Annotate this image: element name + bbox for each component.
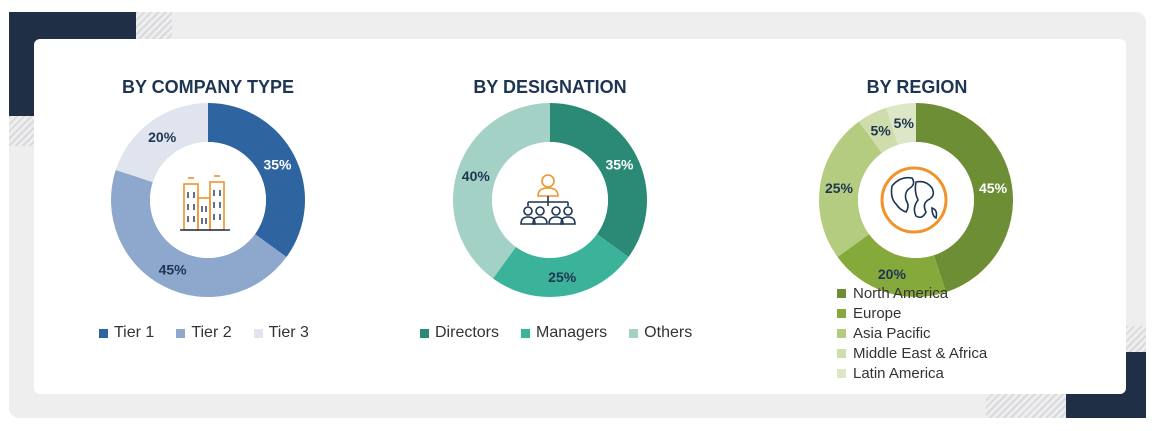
legend-swatch <box>837 368 846 378</box>
donut-slice-directors <box>550 103 647 258</box>
legend-item: Directors <box>420 324 499 342</box>
region-title: BY REGION <box>866 77 968 97</box>
legend-swatch <box>837 308 846 318</box>
designation-title: BY DESIGNATION <box>473 77 627 97</box>
legend-swatch <box>837 288 846 298</box>
legend-item: Tier 3 <box>253 324 309 342</box>
legend-label: Middle East & Africa <box>853 344 988 362</box>
stripe-decoration <box>136 12 172 40</box>
donut-hole <box>492 142 608 258</box>
legend-swatch <box>521 328 531 338</box>
donut-slice-tier-1 <box>208 103 305 258</box>
slice-value-label: 25% <box>825 180 854 196</box>
slice-value-label: 5% <box>870 123 891 139</box>
company-type-donut: 35% 45% 20% <box>111 103 305 297</box>
legend-swatch <box>99 328 108 338</box>
donut-hole <box>858 142 974 258</box>
legend-swatch <box>629 328 639 338</box>
company-type-title: BY COMPANY TYPE <box>121 77 295 97</box>
legend-label: Tier 3 <box>268 324 309 341</box>
org-hierarchy-icon <box>520 174 576 225</box>
buildings-icon <box>180 175 230 231</box>
legend-label: Europe <box>853 304 902 322</box>
legend-label: Latin America <box>853 364 944 382</box>
legend-item: Latin America <box>837 363 987 383</box>
donut-slice-north-america <box>916 103 1013 293</box>
slice-value-label: 45% <box>159 261 188 277</box>
legend-swatch <box>420 328 429 338</box>
legend-swatch <box>253 328 263 338</box>
legend-item: North America <box>837 283 987 303</box>
legend-label: Asia Pacific <box>853 324 931 342</box>
slice-value-label: 35% <box>263 157 292 173</box>
legend-swatch <box>837 328 846 338</box>
slice-value-label: 45% <box>979 180 1008 196</box>
slice-value-label: 40% <box>462 168 491 184</box>
donut-slice-tier-3 <box>115 103 208 183</box>
globe-icon <box>880 166 948 234</box>
legend-swatch <box>176 328 186 338</box>
donut-slice-europe <box>837 234 946 297</box>
slice-value-label: 5% <box>894 115 915 131</box>
donut-slice-asia-pacific <box>819 121 882 258</box>
legend-item: Middle East & Africa <box>837 343 987 363</box>
donut-slice-latin-america <box>886 103 916 145</box>
legend-label: North America <box>853 284 949 302</box>
region-donut: 45% 20% 25% 5% 5% <box>819 103 1013 297</box>
legend-item: Others <box>629 324 692 342</box>
donut-slice-middle-east-africa <box>858 107 899 154</box>
donut-slice-managers <box>492 234 629 298</box>
legend-item: Europe <box>837 303 987 323</box>
donut-slice-others <box>453 103 550 279</box>
company-type-legend: Tier 1 Tier 2 Tier 3 <box>99 324 309 342</box>
legend-label: Tier 1 <box>114 324 155 341</box>
legend-item: Managers <box>521 324 607 342</box>
legend-label: Managers <box>536 324 608 341</box>
legend-item: Tier 2 <box>176 324 232 342</box>
donut-hole <box>150 142 266 258</box>
donut-slice-tier-2 <box>111 170 287 297</box>
slice-value-label: 20% <box>878 266 907 282</box>
region-legend: North America Europe Asia Pacific Middle Ea… <box>837 283 987 383</box>
slice-value-label: 20% <box>148 129 177 145</box>
legend-item: Tier 1 <box>99 324 154 342</box>
stripe-decoration <box>1126 326 1146 352</box>
legend-label: Directors <box>435 324 500 341</box>
stripe-decoration <box>986 392 1066 418</box>
designation-legend: Directors Managers Others <box>420 324 692 342</box>
legend-item: Asia Pacific <box>837 323 987 343</box>
legend-label: Tier 2 <box>191 324 232 341</box>
designation-donut: 35% 25% 40% <box>453 103 647 298</box>
legend-swatch <box>837 348 846 358</box>
stripe-decoration <box>9 116 35 146</box>
slice-value-label: 25% <box>548 269 577 285</box>
slice-value-label: 35% <box>605 157 634 173</box>
legend-label: Others <box>644 324 693 341</box>
